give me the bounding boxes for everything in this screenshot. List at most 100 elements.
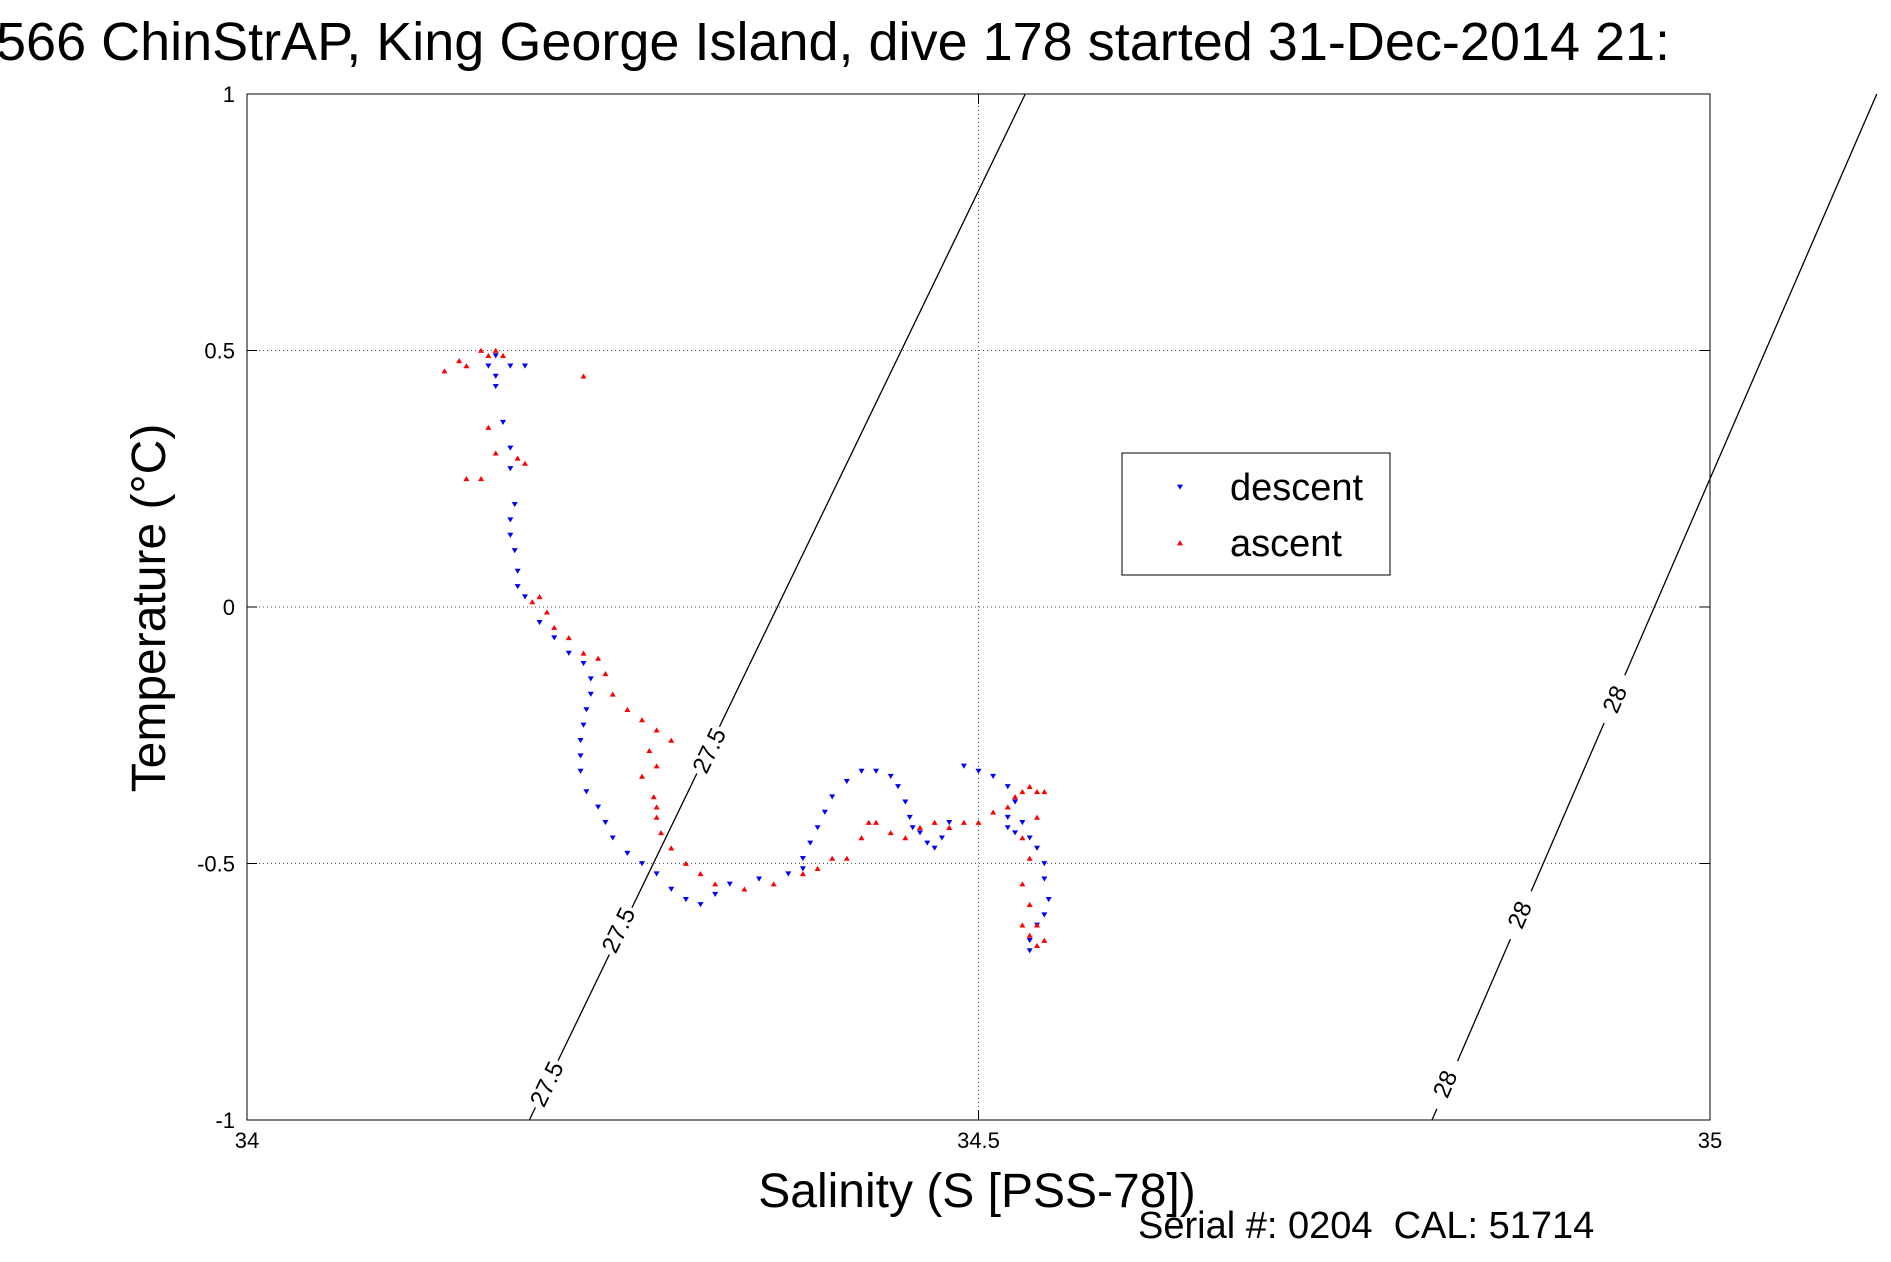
descent-point — [1041, 861, 1048, 867]
density-contour-line — [1431, 93, 1878, 1121]
legend-box — [1121, 452, 1391, 576]
descent-point — [1045, 897, 1052, 903]
ascent-point — [602, 670, 609, 677]
descent-point — [577, 768, 584, 774]
descent-point — [902, 799, 909, 805]
descent-point — [895, 784, 902, 790]
ascent-point — [814, 865, 821, 872]
ascent-point — [1019, 922, 1026, 928]
ascent-point — [1034, 814, 1041, 820]
descent-point — [602, 820, 609, 826]
descent-point — [587, 676, 594, 682]
contour-label-bg — [1590, 669, 1640, 730]
ascent-point — [565, 635, 572, 641]
descent-point — [492, 353, 499, 359]
ascent-point — [492, 347, 499, 353]
ascent-point — [1026, 783, 1033, 789]
ascent-point — [653, 727, 660, 733]
ascent-point — [653, 804, 660, 810]
ascent-point — [873, 819, 880, 825]
y-tick-label: 0.5 — [204, 339, 235, 364]
ascent-point — [843, 855, 850, 861]
ascent-point — [521, 460, 528, 466]
descent-point — [587, 691, 594, 697]
descent-point — [931, 845, 938, 851]
descent-point — [1012, 799, 1019, 805]
ascent-point — [975, 819, 982, 825]
descent-point — [858, 768, 865, 774]
ascent-point — [441, 368, 448, 374]
descent-point — [580, 722, 587, 728]
descent-point — [624, 850, 631, 856]
descent-point — [807, 840, 814, 846]
descent-point — [916, 830, 923, 836]
ascent-point — [463, 363, 470, 369]
descent-point — [565, 650, 572, 656]
ascent-point — [1012, 794, 1019, 800]
ascent-point — [960, 819, 967, 825]
ascent-point — [1026, 855, 1033, 861]
ascent-point — [799, 871, 806, 877]
ascent-point — [463, 476, 470, 482]
descent-point — [609, 835, 616, 841]
descent-point — [507, 517, 514, 523]
ascent-point — [551, 624, 558, 630]
descent-point — [814, 825, 821, 831]
descent-point — [799, 855, 806, 862]
ascent-point — [697, 871, 704, 877]
ascent-point — [595, 655, 602, 661]
descent-point — [960, 763, 967, 769]
descent-point — [511, 548, 518, 554]
y-tick-label: 0 — [223, 595, 235, 620]
ascent-point — [1034, 922, 1041, 928]
ascent-point — [1041, 788, 1048, 795]
descent-point — [756, 876, 763, 882]
descent-point — [1019, 820, 1026, 826]
descent-point — [521, 594, 528, 600]
descent-point — [511, 502, 518, 508]
ascent-point — [624, 706, 631, 712]
x-axis-label: Salinity (S [PSS-78]) — [758, 1165, 1195, 1218]
ascent-point — [946, 824, 953, 830]
y-axis-label: Temperature (°C) — [123, 424, 176, 793]
descent-point — [1004, 814, 1011, 821]
ascent-point — [1019, 881, 1026, 887]
descent-point — [1026, 938, 1033, 944]
descent-point — [507, 445, 514, 451]
ascent-point — [1041, 937, 1048, 943]
chart-title: 566 ChinStrAP, King George Island, dive … — [0, 12, 1670, 72]
contour-label-bg — [593, 900, 644, 961]
ascent-point — [829, 855, 836, 861]
ascent-point — [639, 773, 646, 779]
descent-point — [1026, 948, 1033, 954]
descent-point — [485, 363, 492, 369]
legend-label-ascent: ascent — [1230, 523, 1342, 565]
ascent-point — [456, 358, 463, 364]
contour-label-bg — [684, 720, 735, 781]
ascent-point — [990, 809, 997, 815]
ascent-point — [650, 794, 657, 800]
descent-point — [514, 584, 521, 590]
ascent-point — [858, 835, 865, 841]
descent-point — [492, 373, 499, 379]
contour-label-bg — [1421, 1054, 1470, 1114]
descent-point — [507, 363, 514, 369]
ascent-point — [543, 609, 550, 615]
ascent-point — [1034, 942, 1041, 948]
ascent-point — [1026, 901, 1033, 907]
descent-point — [577, 753, 584, 759]
ascent-point — [653, 763, 660, 769]
ascent-point — [902, 835, 909, 841]
x-tick-label: 34 — [235, 1128, 259, 1153]
descent-point — [507, 532, 514, 538]
descent-point — [583, 789, 590, 795]
ascent-point — [1004, 804, 1011, 810]
descent-point — [551, 635, 558, 641]
descent-point — [668, 886, 675, 892]
descent-point — [799, 866, 806, 872]
ascent-point — [668, 845, 675, 851]
descent-point — [521, 363, 528, 369]
ascent-point — [478, 476, 485, 482]
descent-point — [1041, 912, 1048, 918]
